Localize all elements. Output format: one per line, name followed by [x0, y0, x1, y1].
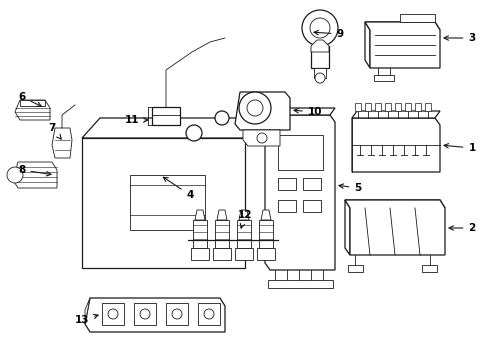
- Bar: [213, 248, 230, 260]
- Bar: [313, 68, 325, 78]
- Circle shape: [314, 73, 325, 83]
- Text: 13: 13: [75, 314, 98, 325]
- Polygon shape: [364, 22, 369, 68]
- Bar: [421, 265, 436, 272]
- Polygon shape: [195, 210, 204, 220]
- Polygon shape: [243, 130, 280, 146]
- Polygon shape: [264, 115, 334, 270]
- Bar: [102, 303, 124, 325]
- Bar: [278, 135, 323, 170]
- Bar: [303, 200, 320, 212]
- Circle shape: [246, 100, 263, 116]
- Bar: [424, 103, 430, 111]
- Circle shape: [203, 309, 214, 319]
- Bar: [373, 75, 393, 81]
- Polygon shape: [82, 138, 244, 268]
- Text: 7: 7: [48, 123, 61, 139]
- Circle shape: [257, 133, 266, 143]
- Polygon shape: [345, 200, 349, 255]
- Bar: [404, 103, 410, 111]
- Bar: [130, 175, 204, 230]
- Bar: [235, 248, 252, 260]
- Text: 2: 2: [448, 223, 475, 233]
- Polygon shape: [269, 108, 334, 115]
- Text: 10: 10: [293, 107, 322, 117]
- Polygon shape: [239, 210, 248, 220]
- Bar: [134, 303, 156, 325]
- Circle shape: [108, 309, 118, 319]
- Circle shape: [309, 18, 329, 38]
- Polygon shape: [345, 200, 444, 255]
- Bar: [278, 200, 295, 212]
- Circle shape: [239, 92, 270, 124]
- Polygon shape: [237, 220, 250, 248]
- Polygon shape: [215, 220, 228, 248]
- Text: 1: 1: [443, 143, 475, 153]
- Bar: [310, 46, 328, 68]
- Polygon shape: [364, 22, 439, 30]
- Circle shape: [302, 10, 337, 46]
- Circle shape: [185, 125, 202, 141]
- Text: 11: 11: [124, 115, 148, 125]
- Bar: [347, 265, 362, 272]
- Circle shape: [215, 111, 228, 125]
- Bar: [354, 103, 360, 111]
- Polygon shape: [15, 100, 50, 120]
- Polygon shape: [351, 118, 439, 172]
- Polygon shape: [13, 162, 57, 188]
- Polygon shape: [85, 298, 90, 324]
- Text: 5: 5: [338, 183, 361, 193]
- Bar: [364, 103, 370, 111]
- Polygon shape: [345, 200, 444, 208]
- Polygon shape: [217, 210, 226, 220]
- Text: 8: 8: [19, 165, 51, 176]
- Bar: [152, 107, 180, 125]
- Polygon shape: [85, 298, 224, 332]
- Polygon shape: [20, 100, 45, 106]
- Polygon shape: [259, 220, 272, 248]
- Polygon shape: [235, 92, 289, 130]
- Polygon shape: [193, 220, 206, 248]
- Bar: [414, 103, 420, 111]
- Bar: [384, 103, 390, 111]
- Text: 9: 9: [313, 29, 343, 39]
- Bar: [191, 248, 208, 260]
- Bar: [394, 103, 400, 111]
- Text: 3: 3: [443, 33, 475, 43]
- Polygon shape: [82, 118, 244, 138]
- Polygon shape: [399, 14, 434, 22]
- Bar: [303, 178, 320, 190]
- Text: 6: 6: [19, 92, 41, 106]
- Circle shape: [140, 309, 150, 319]
- Bar: [257, 248, 274, 260]
- Text: 12: 12: [237, 210, 252, 228]
- Bar: [165, 303, 187, 325]
- Bar: [267, 280, 332, 288]
- Bar: [198, 303, 220, 325]
- Circle shape: [172, 309, 182, 319]
- Bar: [278, 178, 295, 190]
- Text: 4: 4: [163, 177, 193, 200]
- Polygon shape: [351, 111, 439, 118]
- Polygon shape: [310, 40, 328, 52]
- Polygon shape: [52, 128, 72, 158]
- Bar: [374, 103, 380, 111]
- Polygon shape: [364, 22, 439, 68]
- Polygon shape: [261, 210, 270, 220]
- Circle shape: [7, 167, 23, 183]
